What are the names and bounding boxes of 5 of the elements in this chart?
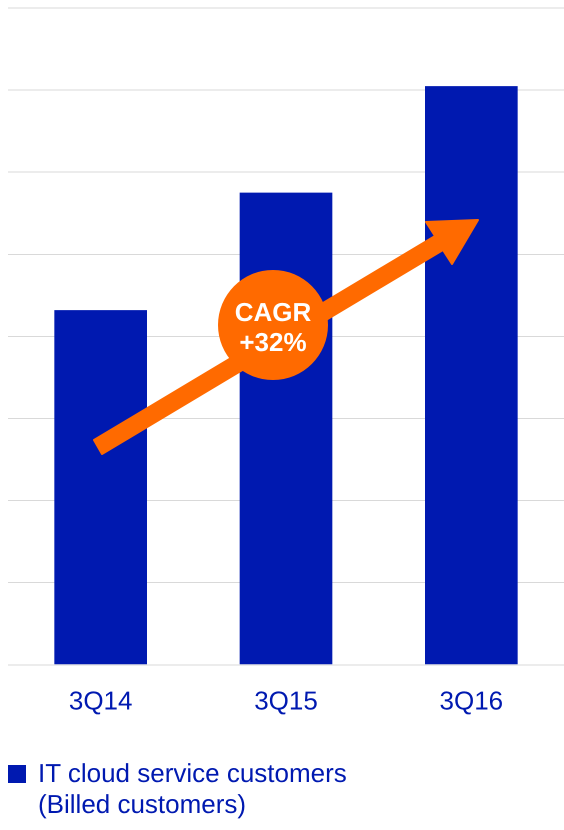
x-tick-label: 3Q15 bbox=[254, 686, 318, 716]
x-tick-label: 3Q14 bbox=[68, 686, 132, 716]
annotation: CAGR +32% bbox=[234, 297, 312, 357]
legend-label: IT cloud service customers (Billed customers) bbox=[38, 758, 348, 820]
x-tick-label: 3Q16 bbox=[440, 686, 504, 716]
